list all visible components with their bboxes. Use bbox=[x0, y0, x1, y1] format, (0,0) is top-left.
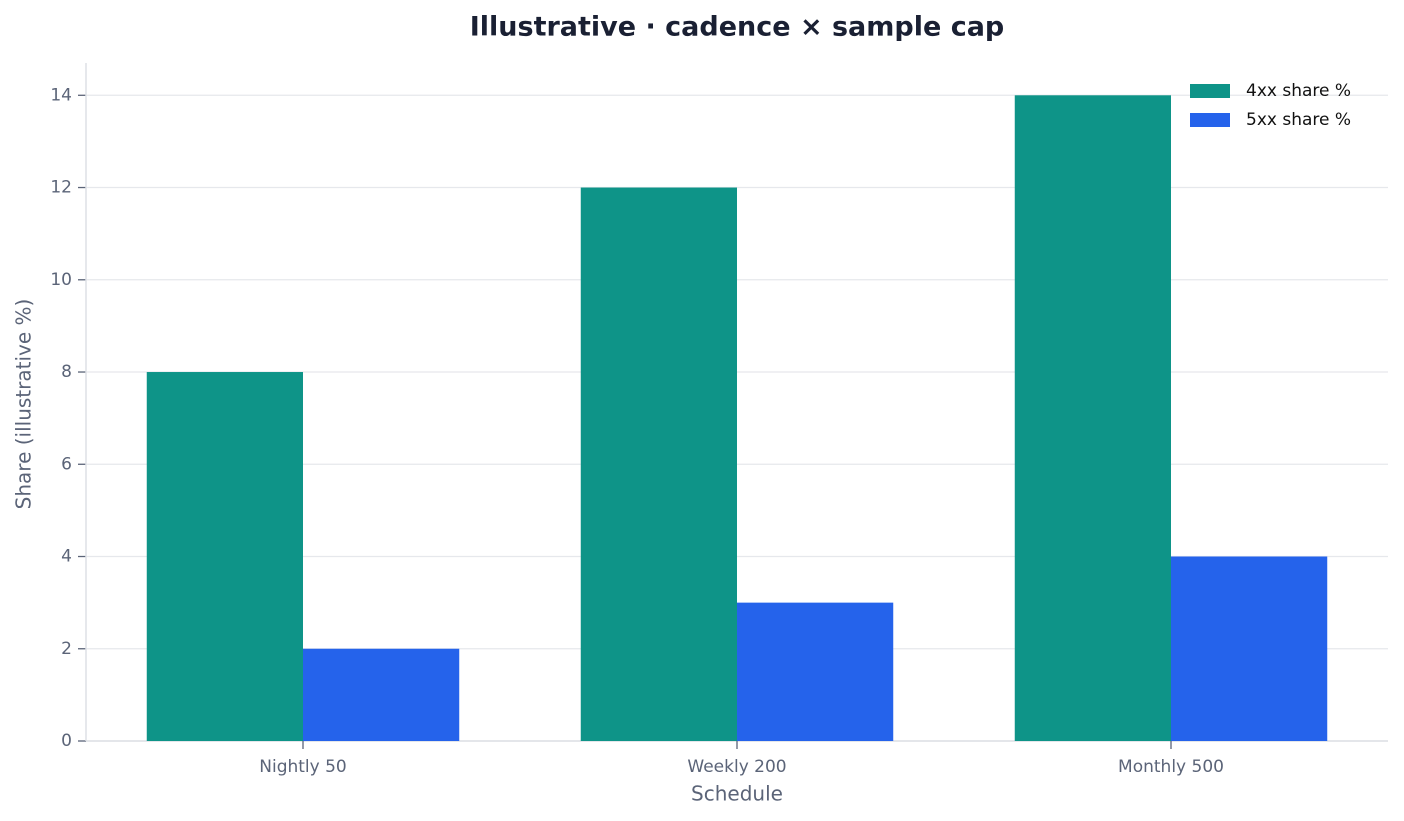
x-tick-label: Weekly 200 bbox=[687, 757, 786, 777]
legend-label: 5xx share % bbox=[1246, 110, 1351, 130]
y-tick-label: 14 bbox=[50, 85, 72, 105]
y-axis-label: Share (illustrative %) bbox=[12, 299, 36, 510]
legend-swatch bbox=[1190, 84, 1230, 98]
x-tick-label: Nightly 50 bbox=[259, 757, 347, 777]
chart-title: Illustrative · cadence × sample cap bbox=[470, 12, 1005, 43]
y-tick-label: 4 bbox=[61, 547, 72, 567]
y-tick-label: 8 bbox=[61, 362, 72, 382]
y-tick-label: 10 bbox=[50, 270, 72, 290]
bar bbox=[1171, 556, 1328, 741]
bar bbox=[1014, 95, 1171, 742]
legend-label: 4xx share % bbox=[1246, 81, 1351, 101]
y-tick-label: 6 bbox=[61, 454, 72, 474]
x-axis-label: Schedule bbox=[691, 782, 783, 806]
y-tick-label: 2 bbox=[61, 639, 72, 659]
bar bbox=[580, 187, 737, 741]
bar bbox=[303, 648, 460, 741]
bar bbox=[146, 372, 303, 741]
y-tick-label: 12 bbox=[50, 178, 72, 198]
bar bbox=[737, 602, 894, 741]
legend-swatch bbox=[1190, 113, 1230, 127]
y-tick-label: 0 bbox=[61, 731, 72, 751]
x-tick-label: Monthly 500 bbox=[1118, 757, 1224, 777]
